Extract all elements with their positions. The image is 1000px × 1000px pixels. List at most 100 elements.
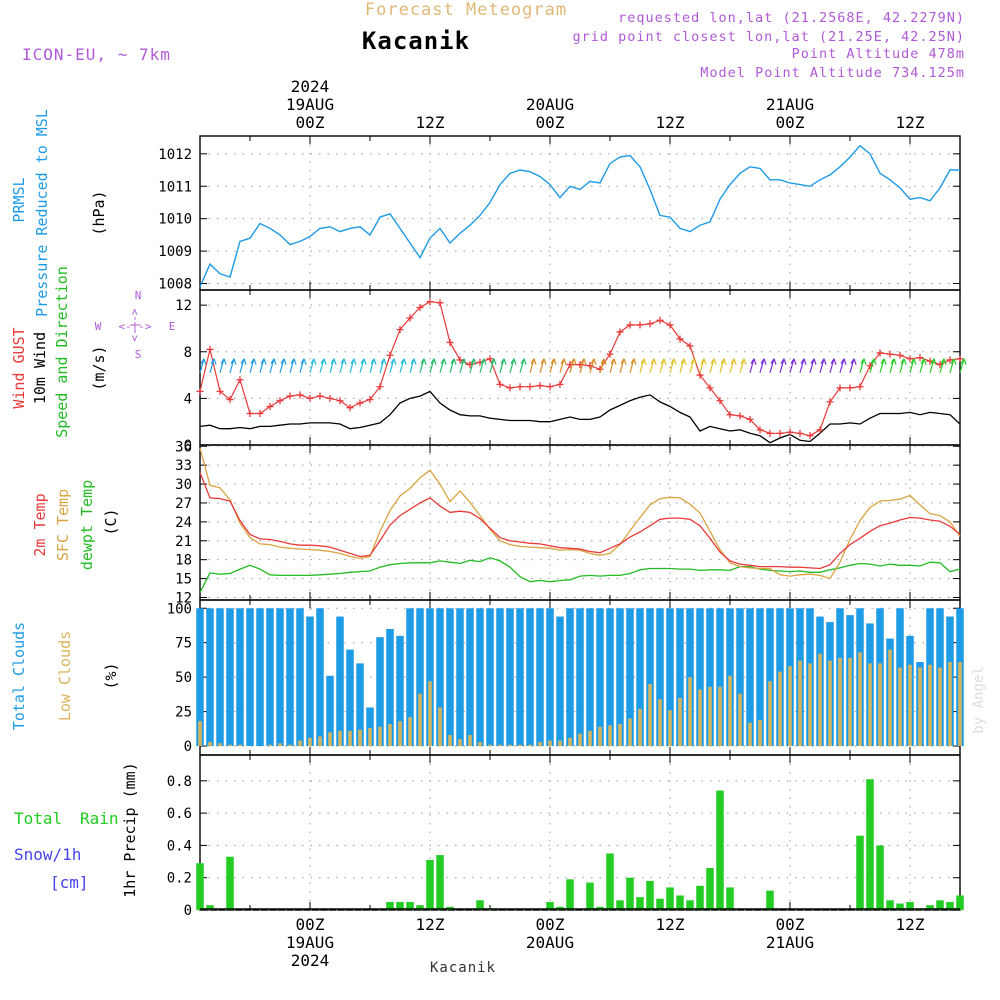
precip-bar	[586, 882, 594, 910]
wind-direction-arrow	[629, 358, 637, 373]
panels-layer: 1008 1009 1010 1011 1012 0 4 8 12 12 15 18 21 24 27 30 3…	[158, 135, 967, 919]
total-cloud-bar	[606, 608, 614, 747]
low-cloud-bar	[288, 744, 292, 747]
wind-direction-arrow	[949, 358, 957, 373]
total-cloud-bar	[646, 608, 654, 747]
wind-direction-arrow	[289, 358, 297, 373]
wind-direction-arrow	[789, 358, 797, 373]
low-cloud-bar	[678, 697, 682, 747]
wind-gust-point	[616, 328, 624, 336]
low-cloud-bar	[858, 652, 862, 747]
low-cloud-bar	[748, 722, 752, 747]
wind-direction-arrow	[479, 358, 487, 373]
wind-direction-arrow	[349, 358, 357, 373]
total-cloud-bar	[406, 608, 414, 747]
precip-bar	[566, 879, 574, 910]
wind-direction-arrow	[709, 358, 717, 373]
wind-gust-point	[786, 428, 794, 436]
low-cloud-bar	[348, 730, 352, 747]
total-cloud-bar	[696, 608, 704, 747]
total-cloud-bar	[236, 608, 244, 747]
total-cloud-bar	[246, 608, 254, 747]
total-cloud-bar	[676, 608, 684, 747]
precip-ytick-label: 0.4	[167, 838, 192, 854]
wind-gust-point	[216, 387, 224, 395]
wind-10m-line	[199, 390, 961, 444]
low-cloud-bar	[498, 744, 502, 747]
temperature-ytick-label: 12	[175, 590, 192, 606]
wind-direction-arrow	[519, 358, 527, 373]
wind-direction-arrow	[839, 358, 847, 373]
precip-bar	[866, 779, 874, 910]
total-cloud-bar	[686, 608, 694, 747]
total-cloud-bar	[586, 608, 594, 747]
location-title: Kacanik	[362, 27, 470, 55]
wind-direction-arrow	[279, 358, 287, 373]
wind-gust-point	[816, 426, 824, 434]
low-cloud-bar	[628, 718, 632, 747]
precip-bar	[926, 905, 934, 910]
total-cloud-bar	[596, 608, 604, 747]
total-cloud-bar	[316, 608, 324, 747]
low-cloud-bar	[468, 735, 472, 747]
wind-gust-point	[296, 391, 304, 399]
precip-bar	[666, 887, 674, 910]
total-cloud-bar	[616, 608, 624, 747]
total-cloud-bar	[276, 608, 284, 747]
footer-location: Kacanik	[430, 960, 496, 976]
wind-gust-point	[376, 383, 384, 391]
wind-direction-arrow	[719, 358, 727, 373]
total-cloud-bar	[496, 608, 504, 747]
info-point-altitude: Point Altitude 478m	[792, 46, 965, 62]
low-cloud-bar	[218, 743, 222, 747]
wind-gust-point	[556, 380, 564, 388]
low-cloud-bar	[888, 649, 892, 747]
wind-direction-arrow	[869, 358, 877, 373]
wind-direction-arrow	[269, 358, 277, 373]
low-cloud-bar	[948, 662, 952, 747]
low-cloud-bar	[838, 657, 842, 747]
clouds-label-total: Total Clouds	[10, 622, 28, 730]
wind-label-gust: Wind GUST	[10, 327, 28, 408]
total-cloud-bar	[756, 608, 764, 747]
bottom-hour-label: 12Z	[656, 915, 685, 934]
wind-direction-arrow	[809, 358, 817, 373]
precip-bar	[716, 790, 724, 910]
pressure-frame	[199, 135, 961, 291]
wind-gust-point	[686, 342, 694, 350]
low-cloud-bar	[908, 664, 912, 747]
wind-direction-arrow	[799, 358, 807, 373]
low-cloud-bar	[518, 744, 522, 747]
total-cloud-bar	[546, 608, 554, 747]
wind-gust-point	[436, 299, 444, 307]
wind-direction-arrow	[939, 358, 947, 373]
wind-gust-point	[416, 303, 424, 311]
wind-direction-arrow	[579, 358, 587, 373]
low-cloud-bar	[798, 660, 802, 747]
precip-bar	[956, 895, 964, 910]
temperature-ytick-label: 21	[175, 534, 192, 550]
wind-direction-arrow	[319, 358, 327, 373]
wind-gust-point	[766, 429, 774, 437]
wind-direction-arrow	[669, 358, 677, 373]
total-cloud-bar	[506, 608, 514, 747]
low-cloud-bar	[698, 689, 702, 747]
top-hour-label: 12Z	[896, 113, 925, 132]
precip-bar	[226, 856, 234, 910]
precip-bar	[606, 853, 614, 910]
wind-gust-point	[266, 403, 274, 411]
total-cloud-bar	[376, 637, 384, 747]
precip-bar	[436, 855, 444, 910]
top-hour-label: 00Z	[536, 113, 565, 132]
low-cloud-bar	[638, 708, 642, 747]
total-cloud-bar	[486, 608, 494, 747]
clouds-ytick-label: 100	[167, 601, 192, 617]
temperature-ytick-label: 18	[175, 553, 192, 569]
low-cloud-bar	[648, 684, 652, 747]
low-cloud-bar	[408, 717, 412, 747]
precip-bar	[476, 900, 484, 910]
wind-direction-arrow	[309, 358, 317, 373]
panel-side-labels: PRMSL Pressure Reduced to MSL (hPa) Wind GU…	[10, 109, 175, 898]
wind-direction-arrow	[829, 358, 837, 373]
